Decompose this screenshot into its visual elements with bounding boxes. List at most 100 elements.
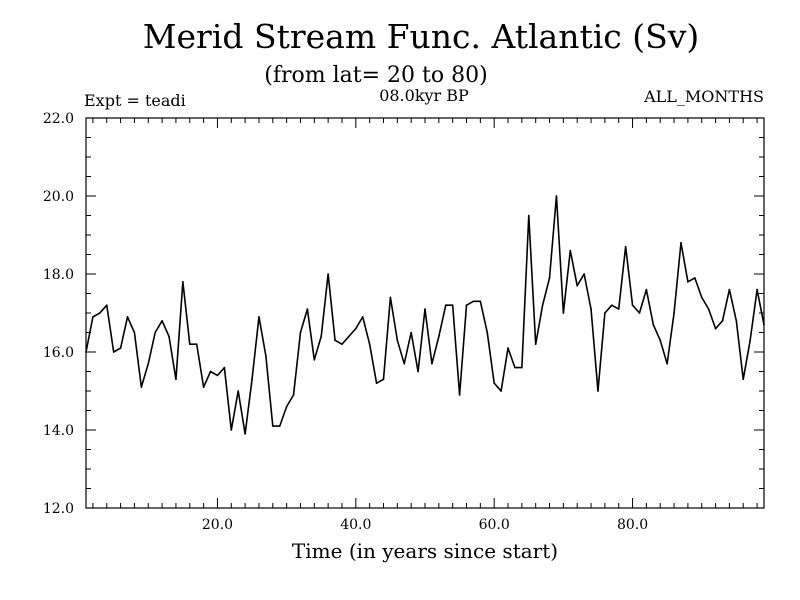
data-point <box>687 281 689 283</box>
data-point <box>209 370 212 373</box>
data-point <box>756 288 758 291</box>
data-point <box>265 355 267 357</box>
x-tick-label: 60.0 <box>479 517 510 533</box>
data-point <box>534 343 537 346</box>
data-point <box>424 308 426 310</box>
y-tick-label: 20.0 <box>43 189 74 205</box>
chart-title: Merid Stream Func. Atlantic (Sv) <box>143 17 700 56</box>
data-point <box>119 347 122 349</box>
data-point <box>666 362 668 365</box>
x-tick-label: 80.0 <box>617 517 648 533</box>
data-point <box>313 359 316 361</box>
chart-subtitle: (from lat= 20 to 80) <box>264 63 487 88</box>
data-point <box>604 312 606 314</box>
data-point <box>140 386 143 388</box>
data-point <box>147 362 150 365</box>
data-point <box>438 335 440 338</box>
x-axis-label: Time (in years since start) <box>292 539 558 563</box>
data-point <box>244 433 246 435</box>
data-point <box>278 425 281 427</box>
data-point <box>610 304 613 307</box>
data-point <box>417 370 419 373</box>
x-tick-label: 20.0 <box>202 517 233 533</box>
data-point <box>341 343 343 346</box>
data-point <box>624 245 627 248</box>
months-label: ALL_MONTHS <box>643 87 764 106</box>
data-point <box>133 331 136 334</box>
data-point <box>389 296 392 299</box>
data-point <box>465 304 468 307</box>
x-tick-labels: 20.0 40.0 60.0 80.0 <box>202 517 648 533</box>
data-point <box>223 366 226 369</box>
data-point <box>451 304 454 307</box>
data-point <box>735 320 738 322</box>
data-point <box>431 362 433 365</box>
y-tick-label: 12.0 <box>43 501 74 517</box>
data-points <box>85 195 765 435</box>
data-point <box>355 327 357 330</box>
data-point <box>444 304 447 307</box>
data-point <box>728 288 731 291</box>
data-point <box>382 378 385 381</box>
data-point <box>375 382 378 385</box>
data-point <box>410 331 412 334</box>
data-point <box>742 378 745 381</box>
data-point <box>673 312 675 314</box>
data-point <box>188 343 191 346</box>
x-axis-ticks <box>92 118 758 508</box>
data-point <box>631 304 634 307</box>
data-point <box>714 327 717 330</box>
data-point <box>458 394 461 396</box>
data-point <box>721 320 724 322</box>
data-point <box>368 343 371 346</box>
data-point <box>126 316 129 318</box>
data-point <box>479 300 482 303</box>
data-point <box>749 339 751 342</box>
data-point <box>659 339 662 342</box>
data-point <box>680 242 682 244</box>
data-point <box>168 335 170 338</box>
data-point <box>182 281 184 283</box>
data-point <box>493 382 495 385</box>
data-point <box>361 316 364 318</box>
data-point <box>175 378 177 381</box>
experiment-label: Expt = teadi <box>84 91 186 110</box>
data-point <box>486 331 489 334</box>
data-point <box>237 390 240 392</box>
data-point <box>348 335 350 338</box>
data-point <box>99 312 101 314</box>
data-point <box>271 425 274 427</box>
y-tick-label: 14.0 <box>43 423 74 439</box>
data-point <box>92 316 94 318</box>
data-point <box>645 288 648 291</box>
period-label: 08.0kyr BP <box>379 86 469 105</box>
data-point <box>562 312 565 314</box>
data-point <box>700 296 703 299</box>
data-point <box>638 312 641 314</box>
data-point <box>396 339 399 342</box>
data-point <box>500 390 502 392</box>
data-point <box>258 316 260 318</box>
y-tick-label: 18.0 <box>43 267 74 283</box>
data-point <box>216 374 219 377</box>
data-point <box>548 277 551 279</box>
data-point <box>652 323 655 326</box>
y-axis-ticks <box>86 117 764 509</box>
data-point <box>195 343 198 346</box>
data-point <box>507 347 509 349</box>
data-point <box>285 405 288 408</box>
data-point <box>251 378 253 381</box>
data-point <box>583 273 585 275</box>
data-point <box>306 308 309 310</box>
data-point <box>555 195 558 197</box>
data-point <box>327 273 329 275</box>
plot-frame <box>85 117 765 509</box>
data-point <box>521 366 523 369</box>
data-point <box>154 331 156 334</box>
data-point <box>161 320 163 322</box>
y-tick-labels: 12.0 14.0 16.0 18.0 20.0 22.0 <box>43 111 74 517</box>
data-point <box>403 362 406 365</box>
data-point <box>527 214 530 217</box>
data-point <box>541 304 544 307</box>
data-point <box>694 277 696 279</box>
